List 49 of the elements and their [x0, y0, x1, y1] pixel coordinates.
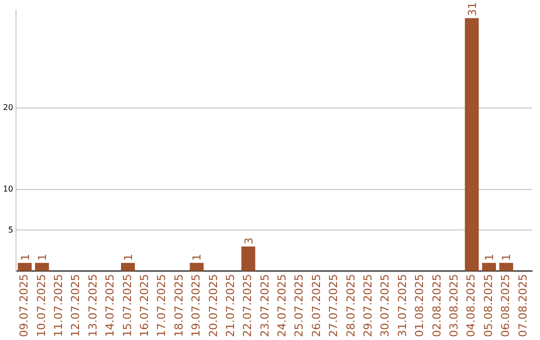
x-tick-label: 23.07.2025: [258, 274, 272, 338]
x-tick-label: 21.07.2025: [224, 274, 237, 338]
x-tick-label: 30.07.2025: [378, 274, 392, 338]
x-tick-label: 09.07.2025: [18, 274, 31, 338]
x-tick-label: 25.07.2025: [292, 274, 306, 338]
x-tick-label: 12.07.2025: [69, 274, 82, 338]
x-tick-label: 22.07.2025: [241, 274, 254, 338]
x-tick-label: 10.07.2025: [34, 274, 48, 338]
x-tick-label: 01.08.2025: [413, 274, 426, 338]
bar: [482, 262, 496, 272]
y-tick-label: 5: [8, 225, 14, 234]
x-tick-label: 18.07.2025: [172, 274, 186, 338]
x-tick-label: 03.08.2025: [447, 274, 460, 338]
x-tick-label: 24.07.2025: [276, 274, 289, 338]
data-label: 3: [242, 238, 256, 245]
bar: [190, 262, 204, 272]
x-tick-label: 05.08.2025: [482, 274, 495, 338]
data-label: 1: [18, 254, 32, 261]
data-label: 1: [500, 254, 514, 261]
x-tick-label: 16.07.2025: [138, 274, 151, 338]
x-tick-label: 27.07.2025: [327, 274, 340, 338]
x-tick-label: 15.07.2025: [120, 274, 134, 338]
x-tick-label: 11.07.2025: [52, 274, 66, 338]
bar: [499, 262, 514, 272]
data-label: 31: [466, 2, 479, 16]
x-tick-label: 31.07.2025: [396, 274, 409, 338]
data-label: 1: [36, 254, 49, 261]
bar: [18, 262, 32, 272]
data-label: 1: [483, 254, 496, 261]
x-tick-label: 26.07.2025: [310, 274, 323, 338]
x-tick-label: 20.07.2025: [206, 274, 220, 338]
bar: [35, 262, 49, 272]
x-tick-label: 17.07.2025: [155, 274, 168, 338]
bar: [121, 262, 135, 272]
y-tick-label: 20: [2, 102, 14, 112]
x-tick-label: 28.07.2025: [344, 274, 358, 338]
x-tick-label: 13.07.2025: [86, 274, 100, 338]
y-tick-label: 10: [2, 184, 14, 194]
x-tick-label: 02.08.2025: [430, 274, 444, 338]
data-label: 1: [190, 254, 204, 261]
x-tick-label: 19.07.2025: [190, 274, 203, 338]
x-tick-label: 29.07.2025: [362, 274, 375, 338]
x-tick-label: 06.08.2025: [499, 274, 512, 338]
data-label: 1: [122, 254, 135, 261]
bar: [464, 18, 479, 272]
x-tick-label: 07.08.2025: [516, 274, 530, 338]
x-tick-label: 04.08.2025: [464, 274, 478, 338]
x-tick-label: 14.07.2025: [104, 274, 117, 338]
bar: [241, 246, 256, 272]
